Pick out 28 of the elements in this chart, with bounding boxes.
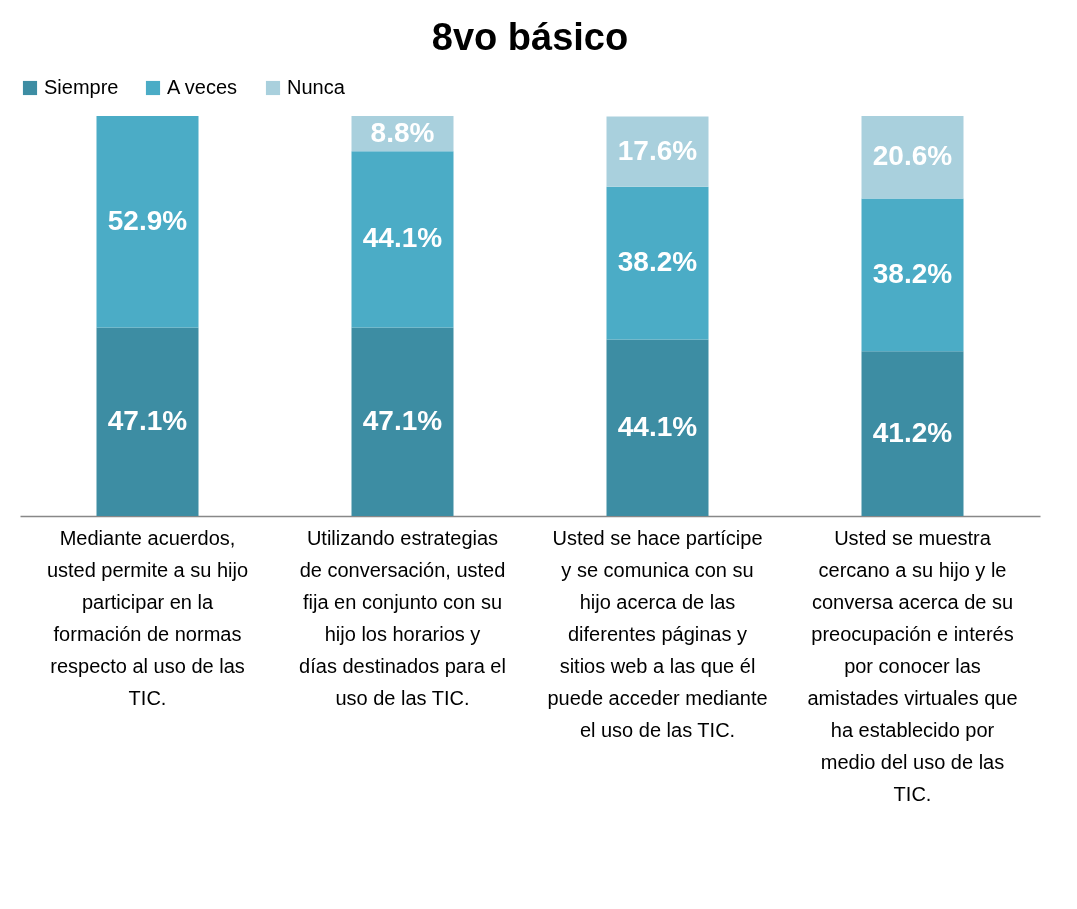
data-label: 20.6% xyxy=(872,140,953,172)
x-tick-label: Utilizando estrategias de conversación, usted fija en conjunto con su hijo los horarios y días destinados para el uso de las TIC. xyxy=(299,526,506,709)
data-label: 47.1% xyxy=(362,404,443,436)
bar xyxy=(606,339,709,516)
x-tick-label: Usted se hace partícipe y se comunica con su hijo acerca de las diferentes páginas y sitios web a las que él puede acceder mediante el uso de las TIC. xyxy=(547,526,768,741)
bar xyxy=(96,327,199,516)
chart-title: 8vo básico xyxy=(431,16,629,58)
legend-label: A veces xyxy=(167,76,238,98)
bar xyxy=(351,327,454,516)
data-label: 17.6% xyxy=(617,134,698,166)
data-label: 38.2% xyxy=(872,257,953,289)
bar xyxy=(606,116,709,187)
data-label: 38.2% xyxy=(617,246,698,278)
legend-label: Siempre xyxy=(44,76,119,98)
category-label: Usted se muestra cercano a su hijo y le conversa acerca de su preocupación e interés por conocer las amistades virtuales que ha establecido por medio del uso de las TIC. xyxy=(807,526,1018,805)
bar xyxy=(861,351,964,516)
bar xyxy=(96,116,199,328)
bar xyxy=(351,151,454,328)
legend-label: Nunca xyxy=(287,76,346,98)
data-label: 44.1% xyxy=(617,410,698,442)
data-label: 8.8% xyxy=(370,116,435,148)
data-label: 52.9% xyxy=(107,204,188,236)
bar xyxy=(861,198,964,352)
data-label: 44.1% xyxy=(362,222,443,254)
bar xyxy=(606,186,709,340)
data-label: 41.2% xyxy=(872,416,953,448)
data-label: 47.1% xyxy=(107,404,188,436)
x-tick-label: Mediante acuerdos, usted permite a su hijo participar en la formación de normas respecto al uso de las TIC. xyxy=(46,526,249,709)
